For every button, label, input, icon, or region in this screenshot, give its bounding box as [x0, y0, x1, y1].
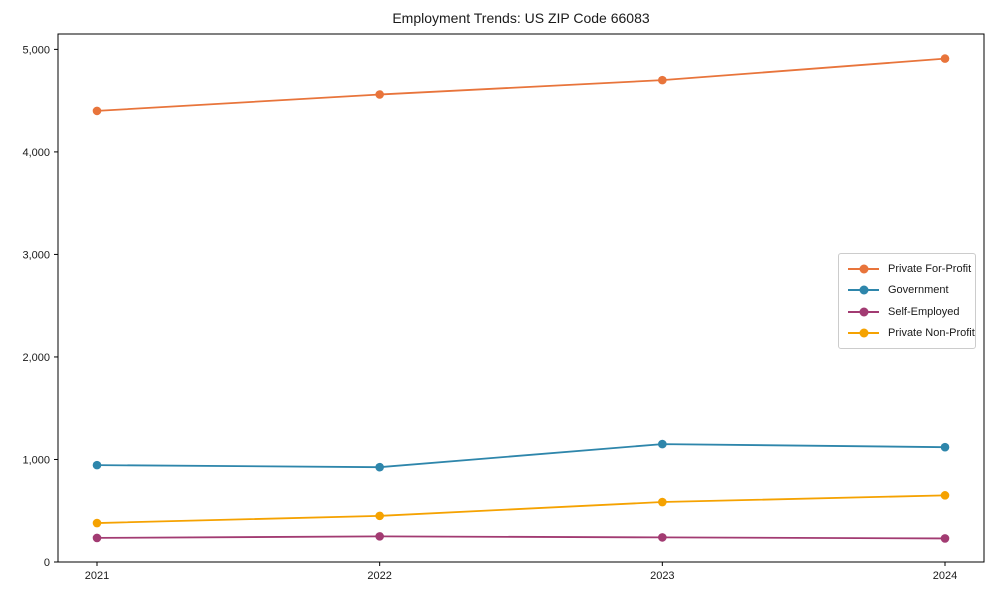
- data-point-marker: [940, 54, 950, 63]
- data-point-marker: [375, 90, 384, 99]
- plot-border: [57, 33, 985, 563]
- data-point-marker: [658, 533, 667, 542]
- data-point-marker: [658, 497, 667, 507]
- data-point-marker: [92, 533, 102, 543]
- legend-line-marker-icon: [848, 332, 879, 335]
- data-point-marker: [375, 511, 384, 521]
- series-line: [96, 535, 946, 540]
- x-tick-label: 2023: [650, 570, 674, 582]
- data-point-marker: [658, 439, 667, 449]
- legend-line-marker-icon: [848, 310, 879, 313]
- legend-entry: Private For-Profit: [848, 258, 971, 280]
- x-tick-label: 2022: [367, 570, 391, 582]
- legend-label: Government: [888, 284, 949, 297]
- y-tick-label: 4,000: [22, 147, 50, 159]
- y-tick-label: 5,000: [22, 44, 50, 56]
- series-line: [96, 494, 946, 524]
- data-point-marker: [375, 532, 384, 541]
- legend-label: Private For-Profit: [888, 262, 972, 275]
- legend-entry: Government: [848, 280, 966, 302]
- data-point-marker: [940, 491, 950, 500]
- data-point-marker: [940, 534, 950, 543]
- legend-entry: Self-Employed: [848, 301, 966, 323]
- series-line: [96, 57, 946, 112]
- y-tick-label: 3,000: [22, 249, 50, 261]
- chart-title: Employment Trends: US ZIP Code 66083: [392, 10, 650, 26]
- legend-label: Self-Employed: [888, 305, 960, 318]
- y-tick-label: 2,000: [22, 352, 50, 364]
- legend-entry: Private Non-Profit: [848, 323, 975, 345]
- legend-line-marker-icon: [848, 267, 879, 270]
- series-line: [96, 443, 946, 469]
- data-point-marker: [940, 442, 950, 452]
- y-tick-label: 0: [44, 557, 50, 569]
- data-point-marker: [92, 460, 102, 470]
- data-point-marker: [658, 75, 667, 85]
- data-point-marker: [375, 462, 384, 472]
- x-tick-label: 2021: [85, 570, 109, 582]
- legend-line-marker-icon: [848, 289, 879, 292]
- legend: Private For-Profit Government Self-Emplo…: [838, 253, 976, 349]
- data-point-marker: [92, 106, 102, 116]
- legend-label: Private Non-Profit: [888, 327, 975, 340]
- y-tick-label: 1,000: [22, 454, 50, 466]
- x-tick-label: 2024: [933, 570, 957, 582]
- data-point-marker: [92, 518, 102, 528]
